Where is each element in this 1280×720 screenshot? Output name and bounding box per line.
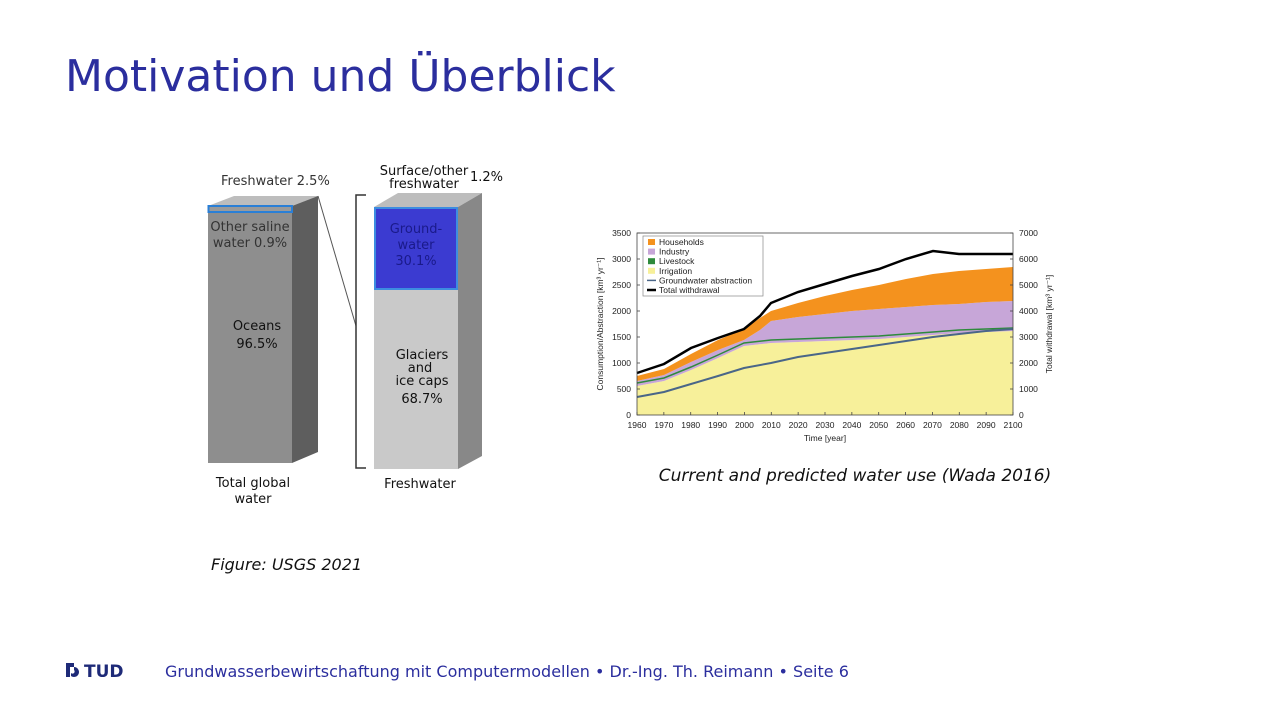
legend-swatch xyxy=(648,239,655,245)
y-tick-label: 2500 xyxy=(612,280,631,290)
y-tick-label: 1000 xyxy=(612,358,631,368)
industry-area xyxy=(637,301,1013,386)
legend-swatch xyxy=(648,267,655,274)
y2-tick-label: 0 xyxy=(1019,410,1024,420)
figure-caption: Figure: USGS 2021 xyxy=(211,555,362,574)
oceans-label: Oceans 96.5% xyxy=(233,319,282,352)
water-use-figure: HouseholdsIndustryLivestockIrrigationGro… xyxy=(595,228,1054,486)
y-tick-label: 3500 xyxy=(612,228,631,238)
livestock-line xyxy=(636,327,1014,384)
y-tick-label: 3000 xyxy=(612,254,631,264)
y2-tick-label: 1000 xyxy=(1019,384,1038,394)
x-tick-label: 1990 xyxy=(708,420,727,430)
x-tick-label: 2000 xyxy=(735,420,754,430)
x-tick-label: 1970 xyxy=(654,420,673,430)
legend-label: Irrigation xyxy=(659,266,692,276)
saline-label: Other saline water 0.9% xyxy=(210,220,289,251)
y-tick-label: 500 xyxy=(617,384,631,394)
y2-tick-label: 4000 xyxy=(1019,306,1038,316)
x-tick-label: 2030 xyxy=(816,420,835,430)
y-tick-label: 2000 xyxy=(612,306,631,316)
bar-side xyxy=(458,193,482,469)
surface-value: 1.2% xyxy=(470,170,503,185)
bar-top xyxy=(374,193,482,207)
zoom-line xyxy=(317,195,357,327)
logo-icon xyxy=(66,663,80,678)
legend-label: Total withdrawal xyxy=(659,285,720,295)
oceans-bar xyxy=(208,212,292,463)
x-tick-label: 2070 xyxy=(923,420,942,430)
x-tick-label: 2050 xyxy=(869,420,888,430)
x-tick-label: 1960 xyxy=(628,420,647,430)
y2-tick-label: 6000 xyxy=(1019,254,1038,264)
legend-swatch xyxy=(648,258,655,265)
irrigation-area xyxy=(637,331,1013,415)
footer: TUD Grundwasserbewirtschaftung mit Compu… xyxy=(66,662,849,682)
figure-caption: Current and predicted water use (Wada 20… xyxy=(659,466,1052,486)
y-axis-label: Consumption/Abstraction [km³ yr⁻¹] xyxy=(595,258,605,391)
x-tick-label: 2100 xyxy=(1004,420,1023,430)
freshwater-band xyxy=(207,205,293,213)
logo-text: TUD xyxy=(84,662,124,682)
water-distribution-figure: Freshwater 2.5% Other saline water 0.9% O… xyxy=(207,164,503,574)
y2-tick-label: 7000 xyxy=(1019,228,1038,238)
legend-swatch xyxy=(648,248,655,255)
groundwater-line xyxy=(636,328,1014,398)
bracket xyxy=(355,194,366,469)
legend-label: Livestock xyxy=(659,256,695,266)
glaciers-label: Glaciers and ice caps 68.7% xyxy=(395,348,448,407)
x-tick-label: 2080 xyxy=(950,420,969,430)
footer-text: Grundwasserbewirtschaftung mit Computerm… xyxy=(165,662,849,681)
x-tick-label: 1980 xyxy=(681,420,700,430)
bar-side xyxy=(292,196,318,463)
total-line xyxy=(636,249,1013,375)
x-tick-label: 2040 xyxy=(842,420,861,430)
x-tick-label: 2090 xyxy=(977,420,996,430)
legend-label: Groundwater abstraction xyxy=(659,275,752,285)
y-tick-label: 1500 xyxy=(612,332,631,342)
freshwater-bar-label: Freshwater xyxy=(384,477,456,492)
y2-tick-label: 5000 xyxy=(1019,280,1038,290)
glaciers-bar xyxy=(374,289,458,469)
x-tick-label: 2060 xyxy=(896,420,915,430)
freshwater-label: Freshwater 2.5% xyxy=(221,174,330,189)
legend-box xyxy=(642,235,764,297)
groundwater-label: Ground-water 30.1% xyxy=(390,222,443,269)
groundwater-bar xyxy=(374,207,458,290)
bar-top xyxy=(208,196,318,206)
legend-label: Industry xyxy=(659,247,690,257)
x-axis-label: Time [year] xyxy=(804,433,846,443)
legend: HouseholdsIndustryLivestockIrrigationGro… xyxy=(642,235,764,297)
y2-tick-label: 2000 xyxy=(1019,358,1038,368)
surface-label: Surface/other freshwater xyxy=(380,164,469,192)
y2-tick-label: 3000 xyxy=(1019,332,1038,342)
households-area xyxy=(637,267,1013,381)
legend-label: Households xyxy=(659,237,704,247)
y-tick-label: 0 xyxy=(626,410,631,420)
total-label: Total global water xyxy=(215,476,290,507)
x-tick-label: 2020 xyxy=(789,420,808,430)
y2-axis-label: Total withdrawal [km³ yr⁻¹] xyxy=(1044,275,1054,373)
x-tick-label: 2010 xyxy=(762,420,781,430)
slide-title: Motivation und Überblick xyxy=(65,50,616,102)
